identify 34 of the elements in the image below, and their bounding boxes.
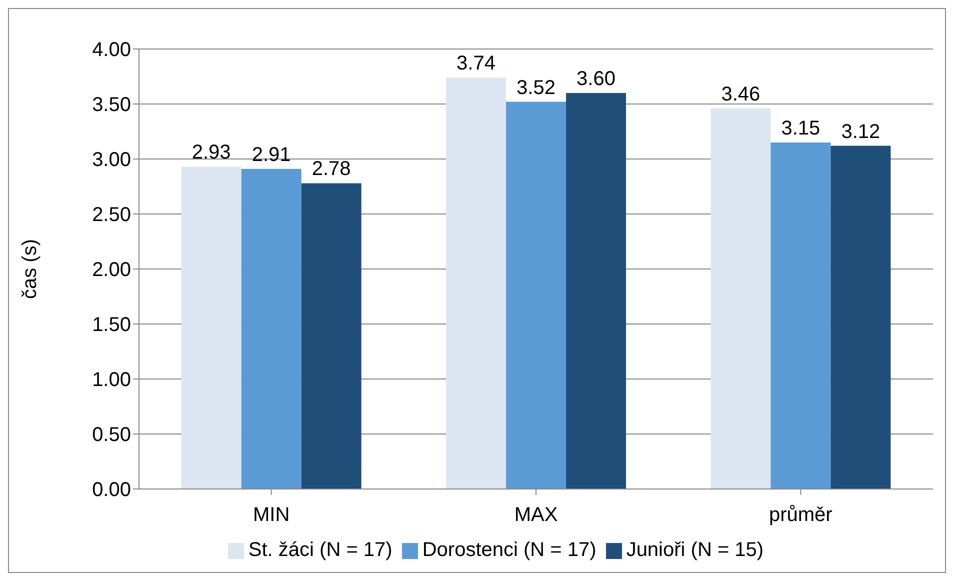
data-label: 3.60	[576, 68, 616, 90]
y-axis-title: čas (s)	[19, 239, 42, 299]
bar	[301, 183, 362, 489]
bar	[506, 102, 566, 489]
bar	[566, 93, 626, 489]
legend-label: Dorostenci (N = 17)	[422, 539, 596, 561]
data-label: 2.78	[312, 158, 351, 180]
y-tick-label: 0.00	[92, 479, 131, 502]
y-tick-label: 4.00	[92, 39, 131, 62]
y-tick-label: 3.50	[92, 94, 131, 116]
x-tick-label: MIN	[252, 504, 290, 526]
bar	[241, 168, 302, 489]
data-label: 2.91	[252, 144, 291, 166]
data-label: 3.15	[781, 118, 820, 140]
bar	[710, 108, 771, 489]
y-tick-label: 2.00	[92, 259, 131, 282]
x-tick-label: průměr	[768, 504, 833, 526]
bar	[181, 166, 242, 489]
bar	[446, 78, 506, 489]
data-label: 3.74	[456, 52, 496, 75]
y-tick-label: 1.00	[92, 369, 131, 392]
bar	[770, 142, 831, 489]
x-tick-label: MAX	[514, 504, 558, 526]
y-tick-label: 2.50	[92, 204, 131, 226]
y-tick-label: 3.00	[92, 149, 131, 172]
data-label: 3.12	[841, 120, 880, 143]
y-tick-label: 1.50	[92, 314, 131, 336]
data-label: 2.93	[192, 142, 231, 164]
legend-label: Junioři (N = 15)	[626, 539, 764, 561]
data-label: 3.46	[721, 83, 760, 106]
y-tick-label: 0.50	[92, 424, 131, 446]
legend-label: St. žáci (N = 17)	[248, 539, 392, 561]
data-label: 3.52	[516, 76, 556, 99]
bar	[830, 146, 891, 489]
